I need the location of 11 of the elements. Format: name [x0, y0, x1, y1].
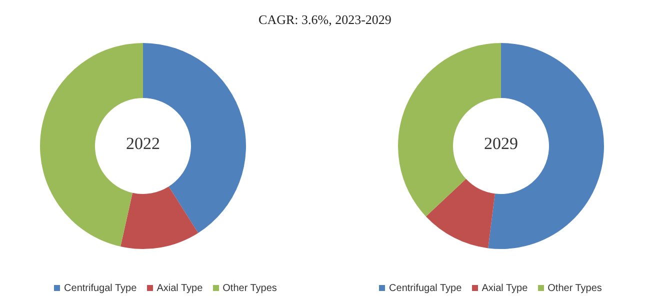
legend-label: Centrifugal Type	[389, 283, 462, 294]
donut-slice	[120, 186, 198, 249]
text: CAGR: 3.6%, 2023-2029	[258, 11, 392, 29]
legend-label: Other Types	[548, 283, 602, 294]
legend-label: Centrifugal Type	[64, 283, 137, 294]
donut-slice	[426, 178, 495, 248]
text: 2029	[483, 134, 519, 154]
legend-label: Axial Type	[156, 283, 203, 294]
legend-label: Axial Type	[482, 283, 528, 294]
legend-label: Other Types	[222, 283, 277, 294]
text: 2022	[125, 134, 161, 154]
